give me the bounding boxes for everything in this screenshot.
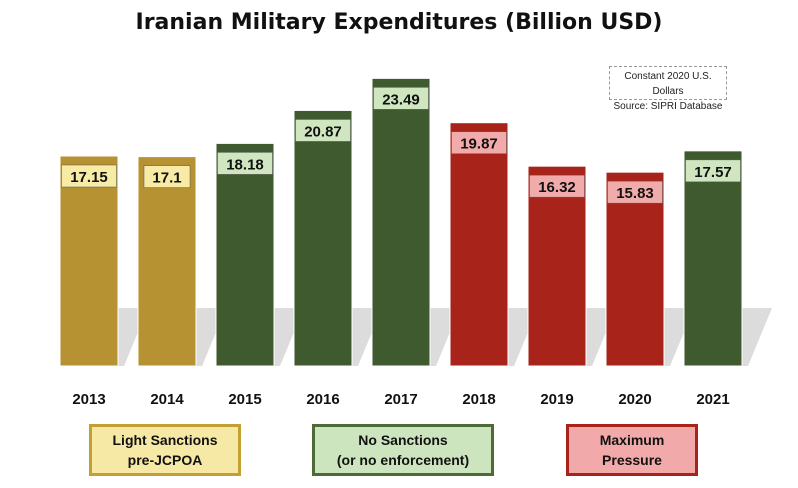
legend-label-line: (or no enforcement) [336, 452, 470, 468]
data-label: 17.1 [152, 170, 181, 187]
data-label-box [61, 164, 117, 188]
x-tick-label: 2016 [306, 391, 339, 408]
x-tick-label: 2015 [228, 391, 261, 408]
bar [137, 156, 197, 367]
bar [293, 109, 353, 367]
note-line: Source: SIPRI Database [613, 101, 723, 112]
x-tick-label: 2018 [462, 391, 495, 408]
legend-label-line: Pressure [602, 452, 662, 468]
data-label: 19.87 [460, 136, 498, 153]
chart-title: Iranian Military Expenditures (Billion U… [135, 10, 663, 35]
data-label-box [529, 174, 585, 198]
data-label: 20.87 [304, 123, 342, 140]
x-tick-label: 2020 [618, 391, 651, 408]
data-label: 16.32 [538, 179, 576, 196]
data-label-box [373, 87, 429, 110]
source-note: Constant 2020 U.S. Dollars Source: SIPRI… [609, 66, 727, 112]
data-label: 18.18 [226, 156, 264, 173]
bar [215, 142, 275, 367]
bar [59, 155, 119, 367]
data-label-box [217, 152, 273, 175]
legend-label-line: Maximum [599, 432, 665, 448]
x-tick-label: 2019 [540, 391, 573, 408]
x-tick-label: 2013 [72, 391, 105, 408]
bar [683, 150, 743, 367]
legend-label-line: Light Sanctions [112, 432, 218, 448]
bar [605, 171, 665, 367]
bar [371, 77, 431, 367]
x-tick-label: 2021 [696, 391, 729, 408]
x-tick-label: 2017 [384, 391, 417, 408]
legend-item-none: No Sanctions (or no enforcement) [312, 424, 494, 476]
data-label-box [451, 131, 507, 154]
data-label-box [607, 180, 663, 204]
data-label: 15.83 [616, 185, 654, 202]
legend-label-line: pre-JCPOA [127, 452, 203, 468]
legend-item-max: Maximum Pressure [566, 424, 698, 476]
x-tick-label: 2014 [150, 391, 184, 408]
note-line: Constant 2020 U.S. Dollars [624, 71, 712, 97]
data-label-box [685, 159, 741, 183]
data-label: 23.49 [382, 91, 420, 108]
legend-label-line: No Sanctions [358, 432, 448, 448]
bar [527, 165, 587, 367]
data-label: 17.57 [694, 164, 732, 181]
bar [449, 122, 509, 367]
data-label-box [143, 165, 191, 188]
legend-item-light: Light Sanctions pre-JCPOA [89, 424, 241, 476]
data-label: 17.15 [70, 169, 108, 186]
data-label-box [295, 119, 351, 142]
